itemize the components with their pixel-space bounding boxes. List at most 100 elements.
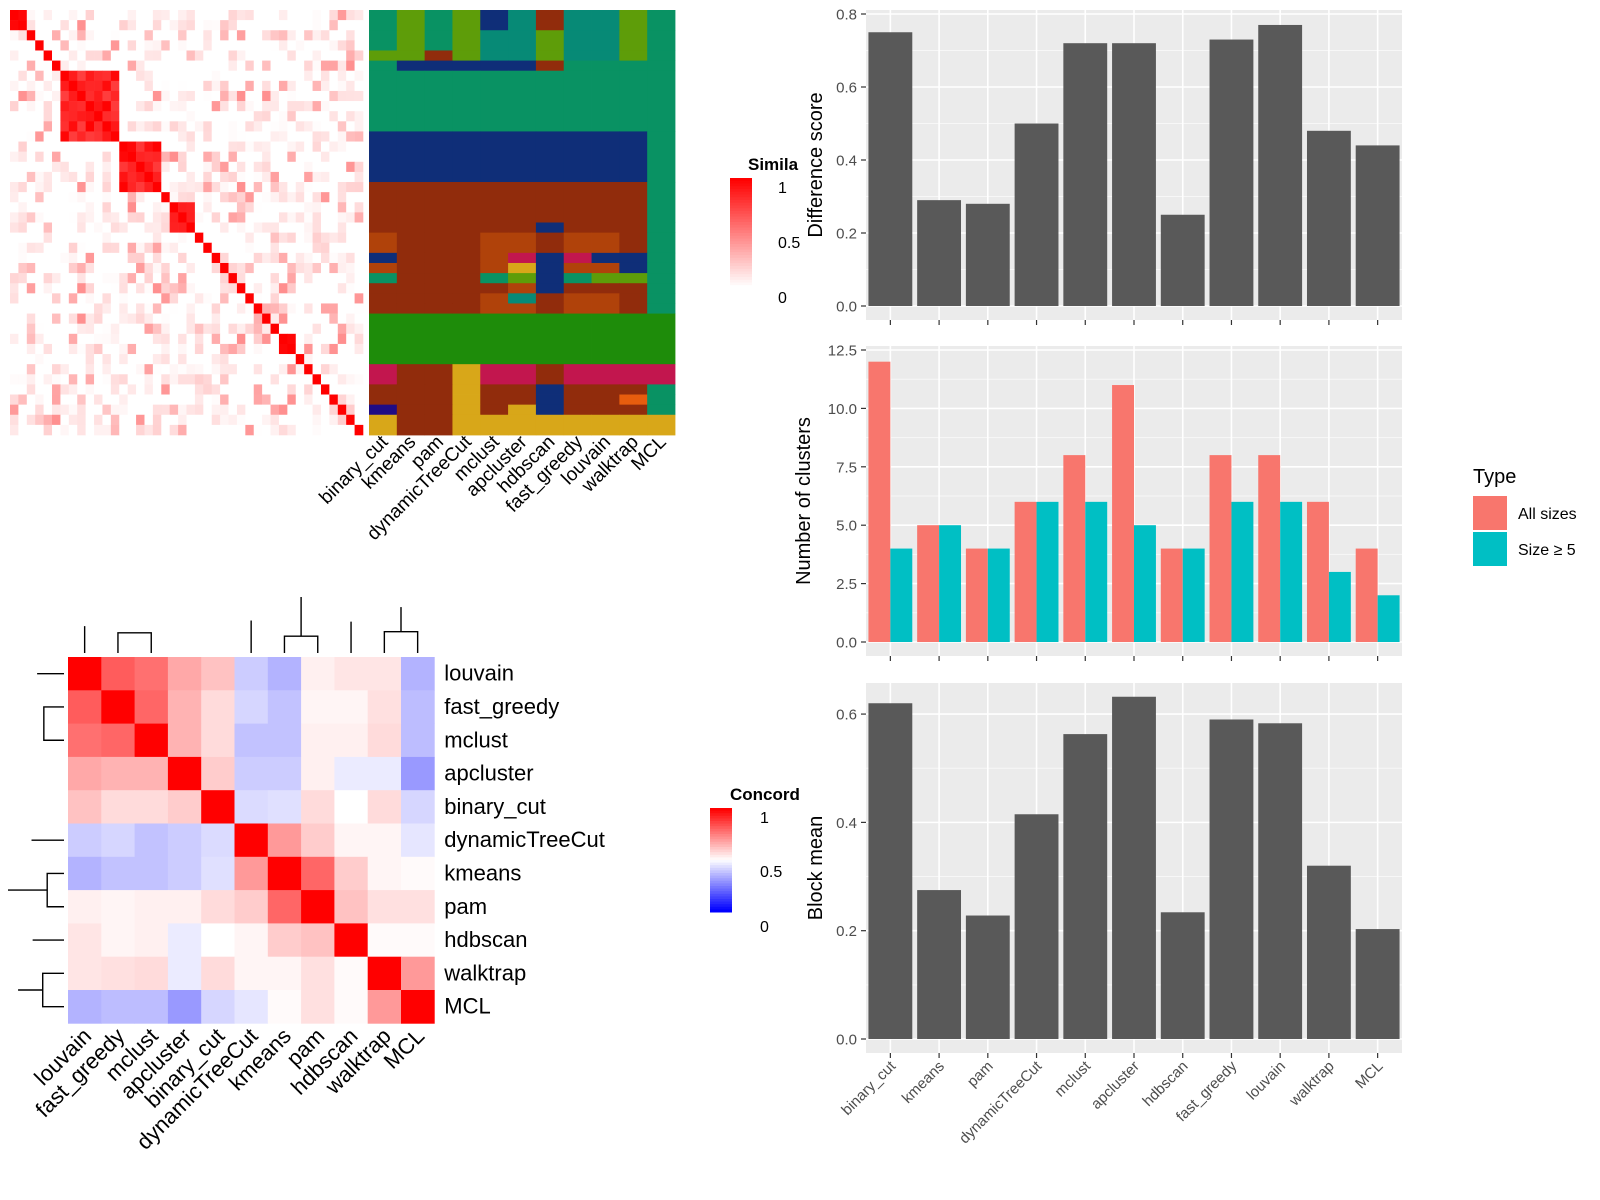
- similarity-cell: [304, 232, 313, 244]
- similarity-cell: [245, 364, 255, 375]
- concordance-cell: [68, 956, 102, 991]
- similarity-cell: [169, 303, 179, 314]
- similarity-cell: [329, 101, 339, 112]
- similarity-cell: [220, 333, 229, 345]
- similarity-legend-gradient-step: [730, 191, 752, 195]
- similarity-cell: [346, 252, 355, 264]
- cluster-assignment-cell: [424, 10, 453, 31]
- similarity-cell: [178, 212, 187, 223]
- cluster-assignment-cell: [480, 404, 509, 416]
- similarity-cell: [262, 384, 271, 395]
- similarity-cell: [26, 141, 36, 152]
- similarity-cell: [26, 404, 36, 416]
- concordance-legend-gradient-step: [710, 870, 732, 874]
- similarity-cell: [152, 303, 162, 314]
- similarity-cell: [136, 293, 145, 304]
- similarity-cell: [102, 192, 112, 203]
- similarity-cell: [194, 404, 204, 416]
- similarity-legend-gradient-step: [730, 271, 752, 275]
- cluster-assignment-cell: [452, 293, 481, 304]
- similarity-cell: [203, 131, 213, 142]
- bar: [1085, 501, 1108, 642]
- cluster-assignment-cell: [508, 262, 537, 274]
- similarity-cell: [169, 30, 179, 41]
- similarity-legend-gradient-step: [730, 249, 752, 253]
- similarity-cell: [220, 151, 229, 163]
- similarity-cell: [278, 171, 288, 183]
- similarity-cell: [245, 60, 255, 72]
- similarity-cell: [295, 20, 305, 31]
- cluster-assignment-cell: [396, 293, 426, 304]
- similarity-cell: [245, 90, 255, 102]
- similarity-cell: [320, 404, 330, 416]
- cluster-assignment-cell: [563, 394, 592, 406]
- similarity-cell: [152, 10, 162, 21]
- similarity-cell: [119, 50, 128, 61]
- similarity-cell: [119, 212, 128, 223]
- concordance-cell: [134, 990, 169, 1024]
- similarity-cell: [304, 101, 313, 112]
- similarity-cell: [236, 354, 246, 365]
- concordance-cell: [267, 856, 302, 891]
- similarity-cell: [169, 384, 179, 395]
- similarity-cell: [136, 60, 145, 72]
- similarity-cell: [10, 343, 19, 355]
- cluster-assignment-cell: [424, 232, 453, 254]
- similarity-cell: [295, 232, 305, 244]
- similarity-cell: [127, 242, 137, 254]
- similarity-cell: [312, 192, 322, 203]
- similarity-cell: [220, 182, 229, 193]
- x-tick-label: walktrap: [1286, 1058, 1338, 1110]
- similarity-legend-gradient-step: [730, 230, 752, 234]
- similarity-cell: [270, 404, 280, 416]
- concordance-cell: [267, 890, 302, 924]
- similarity-cell: [52, 90, 61, 102]
- similarity-cell: [354, 303, 364, 314]
- similarity-cell: [270, 323, 280, 335]
- similarity-cell: [320, 171, 330, 183]
- similarity-cell: [253, 111, 263, 122]
- similarity-cell: [144, 313, 154, 324]
- similarity-cell: [178, 404, 187, 416]
- similarity-cell: [152, 404, 162, 416]
- cluster-assignment-cell: [369, 262, 398, 274]
- cluster-assignment-cell: [591, 414, 620, 436]
- similarity-cell: [236, 182, 246, 193]
- similarity-legend-gradient-step: [730, 219, 752, 223]
- similarity-cell: [354, 354, 364, 365]
- concordance-cell: [267, 956, 302, 991]
- similarity-cell: [262, 313, 271, 324]
- similarity-cell: [77, 121, 86, 132]
- cluster-assignment-cell: [369, 293, 398, 304]
- similarity-cell: [346, 161, 355, 173]
- similarity-cell: [35, 222, 44, 233]
- similarity-cell: [68, 10, 78, 21]
- similarity-cell: [152, 202, 162, 213]
- similarity-cell: [295, 303, 305, 314]
- similarity-cell: [102, 90, 112, 102]
- concordance-cell: [367, 790, 402, 824]
- similarity-legend-gradient-step: [730, 189, 752, 193]
- similarity-cell: [102, 262, 112, 274]
- similarity-cell: [136, 252, 145, 264]
- similarity-cell: [178, 131, 187, 142]
- similarity-cell: [77, 151, 86, 163]
- similarity-cell: [169, 232, 179, 244]
- similarity-cell: [295, 131, 305, 142]
- similarity-cell: [236, 242, 246, 254]
- similarity-cell: [60, 192, 70, 203]
- similarity-cell: [211, 313, 221, 324]
- similarity-cell: [354, 10, 364, 21]
- similarity-cell: [194, 30, 204, 41]
- similarity-cell: [68, 404, 78, 416]
- similarity-cell: [320, 414, 330, 426]
- similarity-cell: [152, 242, 162, 254]
- similarity-cell: [312, 384, 322, 395]
- y-tick-label: 0.6: [836, 80, 857, 97]
- similarity-cell: [312, 60, 322, 72]
- similarity-cell: [270, 40, 280, 51]
- similarity-cell: [26, 313, 36, 324]
- similarity-cell: [346, 424, 355, 436]
- concordance-cell: [134, 956, 169, 991]
- similarity-cell: [161, 161, 170, 173]
